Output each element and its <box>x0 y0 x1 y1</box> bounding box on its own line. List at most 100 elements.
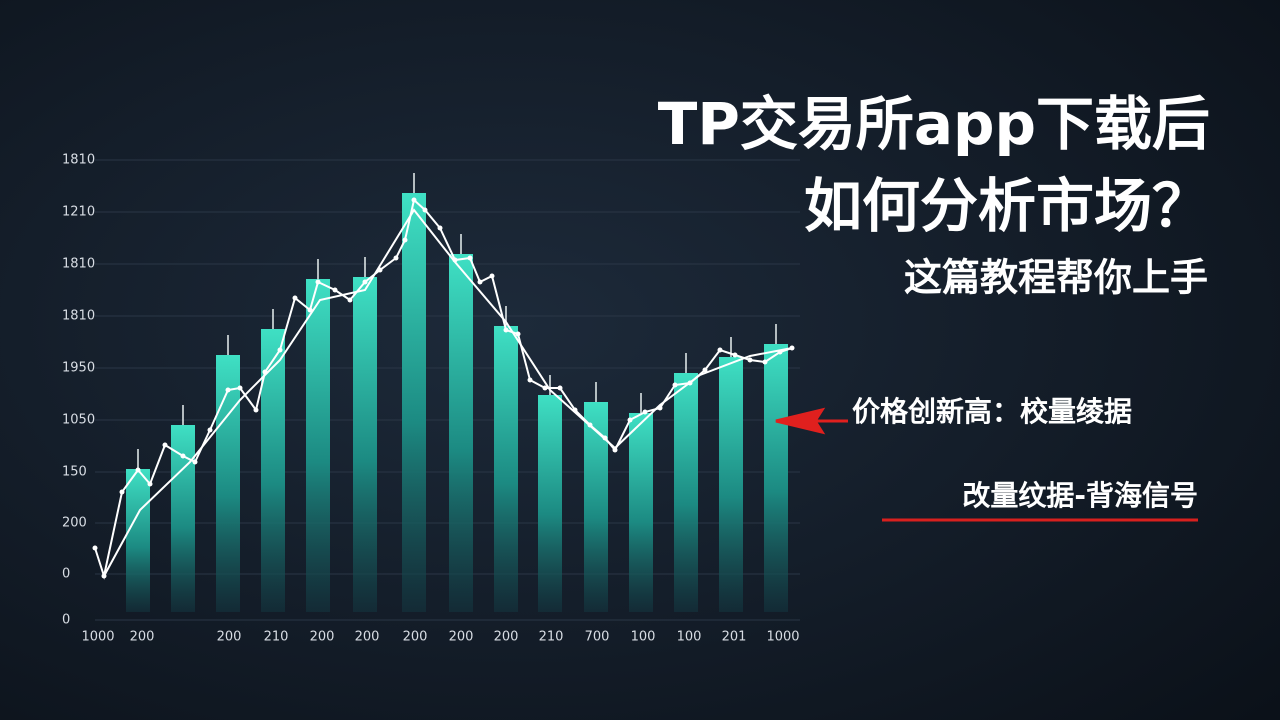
point <box>747 357 753 363</box>
point <box>557 385 563 391</box>
bar <box>494 326 518 612</box>
x-axis-label: 700 <box>585 630 610 645</box>
bar <box>402 193 426 612</box>
point <box>192 459 198 465</box>
point <box>225 387 231 393</box>
bar <box>449 254 473 612</box>
annotation: 改量纹据-背海信号 <box>962 479 1198 512</box>
point <box>277 347 283 353</box>
point <box>237 385 243 391</box>
point <box>702 367 708 373</box>
title: TP交易所app下载后 <box>658 90 1210 158</box>
bar <box>764 344 788 612</box>
point <box>422 207 428 213</box>
title: 如何分析市场？ <box>804 172 1210 240</box>
point <box>467 255 473 261</box>
y-axis-label: 0 <box>62 567 70 582</box>
point <box>332 287 338 293</box>
bar <box>538 395 562 612</box>
bar <box>126 469 150 612</box>
point <box>92 545 98 551</box>
y-axis-label: 0 <box>62 613 70 628</box>
x-axis-label: 1000 <box>766 630 799 645</box>
x-axis-label: 200 <box>494 630 519 645</box>
point <box>572 407 578 413</box>
point <box>101 573 107 579</box>
y-axis-label: 200 <box>62 516 87 531</box>
y-axis-label: 1810 <box>62 257 95 272</box>
point <box>253 407 259 413</box>
subtitle: 这篇教程帮你上手 <box>904 256 1208 300</box>
bar <box>719 357 743 612</box>
x-axis-label: 210 <box>264 630 289 645</box>
arrow <box>775 407 848 435</box>
point <box>542 385 548 391</box>
x-axis-label: 200 <box>310 630 335 645</box>
point <box>119 489 125 495</box>
y-axis-label: 1810 <box>62 309 95 324</box>
point <box>657 405 663 411</box>
x-axis-label: 210 <box>539 630 564 645</box>
point <box>362 279 368 285</box>
x-axis-label: 200 <box>130 630 155 645</box>
x-axis-label: 100 <box>631 630 656 645</box>
point <box>762 359 768 365</box>
point <box>627 417 633 423</box>
point <box>411 197 417 203</box>
annotation: 价格创新高：校量绫据 <box>852 395 1132 428</box>
point <box>717 347 723 353</box>
bar <box>629 413 653 612</box>
bar <box>584 402 608 612</box>
point <box>503 327 509 333</box>
chart: 1810 1210 1810 1810 1950 1050 150 200 0 0 1000 200 2… <box>62 153 800 645</box>
y-axis-label: 150 <box>62 465 87 480</box>
x-axis-label: 200 <box>217 630 242 645</box>
bar <box>353 277 377 612</box>
x-axis-label: 1000 <box>81 630 114 645</box>
average-line <box>103 208 793 577</box>
x-axis-label: 100 <box>677 630 702 645</box>
point <box>315 279 321 285</box>
point <box>207 427 213 433</box>
point <box>642 409 648 415</box>
point <box>307 307 313 313</box>
bar <box>216 355 240 612</box>
point <box>672 382 678 388</box>
point <box>527 377 533 383</box>
point <box>393 255 399 261</box>
point <box>402 237 408 243</box>
point <box>732 352 738 358</box>
point <box>587 422 593 428</box>
bar <box>674 373 698 612</box>
bar <box>306 279 330 612</box>
point <box>135 467 141 473</box>
x-axis-label: 201 <box>722 630 747 645</box>
y-axis-label: 1050 <box>62 413 95 428</box>
x-axis-label: 200 <box>355 630 380 645</box>
point <box>602 435 608 441</box>
point <box>262 369 268 375</box>
point <box>180 453 186 459</box>
y-axis-label: 1210 <box>62 205 95 220</box>
point <box>437 225 443 231</box>
point <box>377 267 383 273</box>
point <box>292 295 298 301</box>
point <box>687 380 693 386</box>
point <box>789 345 795 351</box>
x-axis-label: 200 <box>403 630 428 645</box>
y-axis-label: 1950 <box>62 361 95 376</box>
point <box>162 442 168 448</box>
point <box>477 279 483 285</box>
point <box>612 447 618 453</box>
point <box>777 349 783 355</box>
point <box>515 331 521 337</box>
point <box>347 297 353 303</box>
bar <box>171 425 195 612</box>
point <box>489 273 495 279</box>
y-axis-label: 1810 <box>62 153 95 168</box>
point <box>452 257 458 263</box>
point <box>147 481 153 487</box>
x-axis-label: 200 <box>449 630 474 645</box>
